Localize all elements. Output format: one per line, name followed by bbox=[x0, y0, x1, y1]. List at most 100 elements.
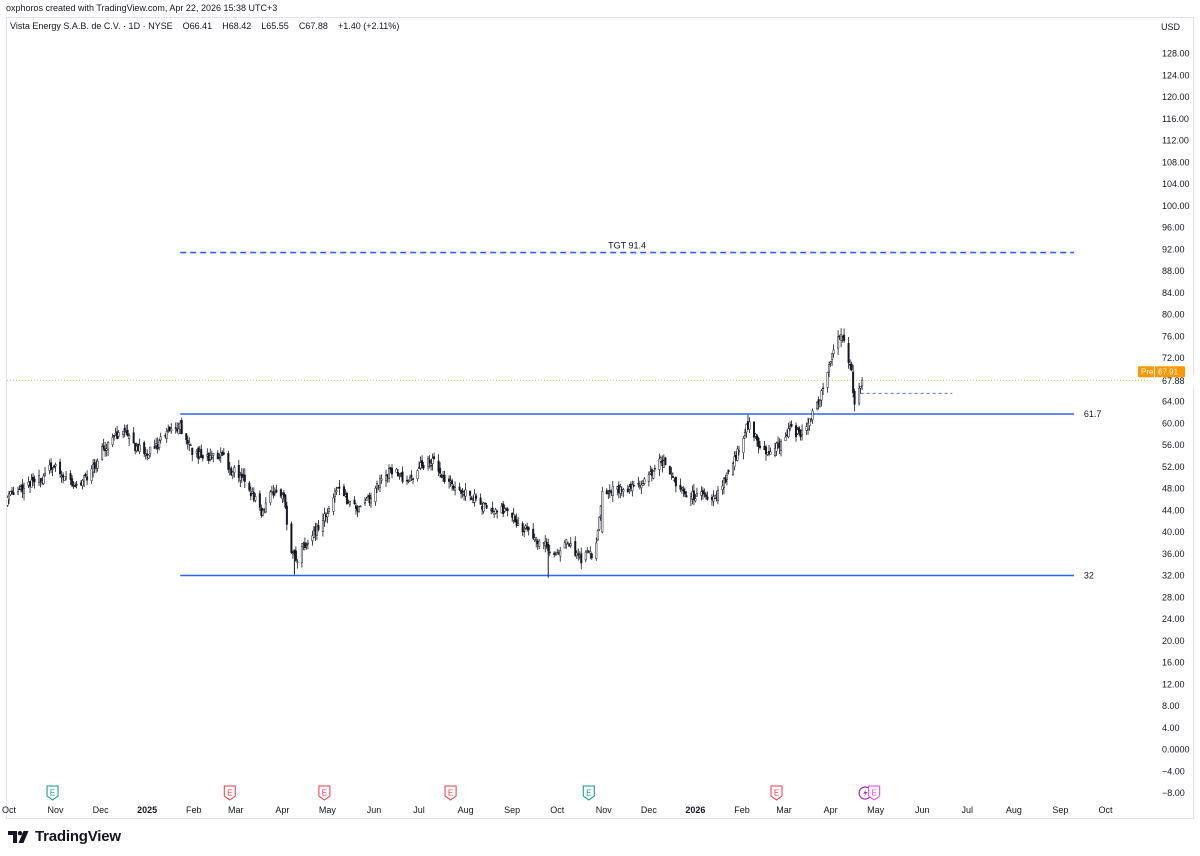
candle-body bbox=[143, 442, 146, 454]
candle-body bbox=[305, 544, 308, 546]
earnings-event-marker[interactable]: E bbox=[770, 785, 783, 801]
candle-body bbox=[17, 491, 20, 495]
candle-body bbox=[158, 440, 161, 448]
earnings-event-marker[interactable]: E bbox=[46, 785, 59, 801]
chart-frame bbox=[6, 17, 1194, 819]
candle-body bbox=[75, 484, 78, 486]
candle-body bbox=[608, 490, 611, 493]
candle-body bbox=[727, 469, 730, 473]
earnings-icon-letter: E bbox=[774, 789, 779, 798]
y-axis-tick-label: −8.00 bbox=[1162, 788, 1185, 798]
candle-body bbox=[765, 446, 768, 455]
candle-body bbox=[306, 542, 309, 545]
candle-body bbox=[252, 492, 255, 501]
candle-body bbox=[333, 490, 336, 497]
candle-body bbox=[538, 540, 541, 547]
candle-body bbox=[177, 428, 180, 435]
earnings-event-marker[interactable]: E bbox=[223, 785, 236, 801]
candle-body bbox=[574, 541, 577, 556]
candle-body bbox=[577, 553, 580, 556]
candle-body bbox=[843, 334, 846, 341]
candle-body bbox=[458, 486, 461, 491]
candle-body bbox=[784, 437, 787, 442]
candle-body bbox=[589, 551, 592, 554]
price-chart[interactable]: 128.00 124.00 120.00 116.00 112.00 108.00 104.… bbox=[0, 0, 1200, 820]
pre-value-text: 67.91 bbox=[1158, 368, 1179, 377]
candle-body bbox=[401, 471, 404, 482]
candle-body bbox=[725, 472, 728, 480]
candle-body bbox=[9, 491, 12, 495]
candle-body bbox=[701, 490, 704, 495]
candle-body bbox=[454, 487, 457, 491]
y-axis-tick-label: 20.00 bbox=[1162, 636, 1185, 646]
candle-body bbox=[227, 453, 230, 470]
candle-body bbox=[503, 508, 506, 512]
candle-body bbox=[452, 485, 455, 489]
earnings-event-marker[interactable]: E bbox=[582, 785, 595, 801]
currency-label[interactable]: USD bbox=[1161, 22, 1181, 32]
y-axis-tick-label: 32.00 bbox=[1162, 571, 1185, 581]
candle-body bbox=[409, 477, 412, 482]
candle-body bbox=[416, 470, 419, 479]
candle-body bbox=[801, 429, 804, 435]
candle-body bbox=[514, 516, 517, 523]
candle-body bbox=[554, 554, 557, 556]
candle-body bbox=[42, 475, 45, 484]
candle-body bbox=[780, 441, 783, 451]
candle-body bbox=[186, 440, 189, 444]
candle-body bbox=[808, 418, 811, 427]
candle-body bbox=[722, 478, 725, 488]
candle-body bbox=[96, 460, 99, 469]
candle-body bbox=[643, 478, 646, 484]
candle-body bbox=[586, 550, 589, 552]
candle-body bbox=[65, 476, 68, 479]
candle-body bbox=[11, 490, 14, 492]
candle-body bbox=[485, 504, 488, 509]
x-axis-tick-label: Dec bbox=[641, 805, 658, 815]
candle-body bbox=[605, 490, 608, 495]
earnings-icon bbox=[223, 785, 236, 801]
y-axis-tick-label: 40.00 bbox=[1162, 527, 1185, 537]
candle-body bbox=[53, 465, 56, 468]
candle-body bbox=[369, 498, 372, 504]
x-axis-tick-label: Mar bbox=[776, 805, 792, 815]
candle-body bbox=[323, 513, 326, 522]
candle-body bbox=[261, 510, 264, 516]
earnings-event-marker[interactable]: E bbox=[444, 785, 457, 801]
candle-body bbox=[258, 493, 261, 508]
candle-body bbox=[470, 497, 473, 500]
candle-body bbox=[359, 506, 362, 508]
candle-body bbox=[580, 553, 583, 564]
candle-body bbox=[632, 485, 635, 487]
candle-body bbox=[859, 386, 862, 389]
candle-body bbox=[2, 505, 4, 506]
y-axis-tick-label: 12.00 bbox=[1162, 679, 1185, 689]
last-price-bg bbox=[1154, 374, 1194, 387]
candle-body bbox=[149, 446, 152, 455]
earnings-icon-letter: E bbox=[227, 789, 232, 798]
legend-low: L65.55 bbox=[261, 21, 289, 31]
candle-body bbox=[439, 467, 442, 474]
candle-body bbox=[850, 363, 853, 370]
candle-body bbox=[743, 432, 746, 436]
x-axis-tick-label: Oct bbox=[2, 805, 17, 815]
tradingview-logo[interactable]: TradingView bbox=[8, 828, 121, 845]
earnings-event-marker[interactable]: E bbox=[868, 785, 881, 801]
candle-body bbox=[563, 542, 566, 549]
earnings-event-marker[interactable]: E bbox=[318, 785, 331, 801]
dividend-event-marker[interactable] bbox=[858, 786, 872, 800]
earnings-icon-letter: E bbox=[871, 789, 876, 798]
candle-body bbox=[357, 506, 360, 512]
candle-body bbox=[7, 497, 9, 506]
symbol-name[interactable]: Vista Energy S.A.B. de C.V. · 1D · NYSE bbox=[10, 21, 173, 31]
candle-body bbox=[63, 476, 66, 481]
candle-body bbox=[774, 448, 777, 456]
candle-body bbox=[84, 474, 87, 476]
y-axis-tick-label: 44.00 bbox=[1162, 505, 1185, 515]
y-axis-tick-label: 60.00 bbox=[1162, 418, 1185, 428]
x-axis-tick-label: Apr bbox=[275, 805, 289, 815]
candle-body bbox=[317, 524, 320, 531]
candle-body bbox=[647, 474, 650, 482]
candle-body bbox=[448, 478, 451, 482]
candle-body bbox=[674, 476, 677, 487]
